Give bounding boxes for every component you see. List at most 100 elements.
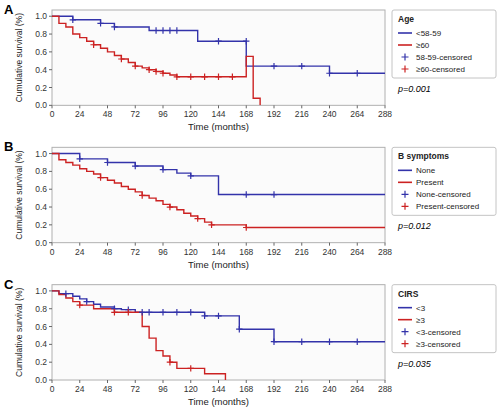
panel: 0244872961201441681922162402642880.00.20… xyxy=(4,2,496,132)
x-tick-label: 24 xyxy=(75,109,85,119)
censor-mark xyxy=(146,309,152,315)
legend: CIRS<3≥3<3-censored≥3-censored xyxy=(392,285,496,353)
x-tick xyxy=(385,380,386,383)
legend-label: <3-censored xyxy=(416,328,461,337)
y-tick xyxy=(49,362,52,363)
censor-mark xyxy=(167,359,173,365)
censor-mark xyxy=(174,309,180,315)
x-tick-label: 192 xyxy=(267,109,281,119)
censor-mark xyxy=(194,215,200,221)
censor-mark xyxy=(188,173,194,179)
y-tick xyxy=(49,34,52,35)
y-tick-label: 0.0 xyxy=(35,100,47,110)
y-tick-label: 0.2 xyxy=(35,357,47,367)
censor-mark xyxy=(167,27,173,33)
y-tick xyxy=(49,69,52,70)
censor-mark xyxy=(90,42,96,48)
censor-mark xyxy=(271,191,277,197)
x-tick-label: 192 xyxy=(267,384,281,394)
x-tick xyxy=(79,243,80,246)
survival-curve xyxy=(52,291,385,342)
legend-box xyxy=(392,147,496,215)
x-tick xyxy=(357,380,358,383)
y-tick xyxy=(49,308,52,309)
x-axis-label: Time (months) xyxy=(188,396,249,407)
legend-label: ≥60-censored xyxy=(416,65,465,74)
x-tick xyxy=(135,243,136,246)
censor-mark xyxy=(299,63,305,69)
x-tick-label: 48 xyxy=(103,247,113,257)
x-tick-label: 240 xyxy=(322,384,336,394)
x-tick-label: 0 xyxy=(50,384,55,394)
x-tick-label: 264 xyxy=(350,384,364,394)
x-tick xyxy=(301,380,302,383)
legend-swatch xyxy=(398,32,412,34)
x-tick-label: 216 xyxy=(295,384,309,394)
x-tick xyxy=(218,105,219,108)
x-tick-label: 96 xyxy=(158,384,168,394)
x-tick xyxy=(357,243,358,246)
survival-curve xyxy=(52,154,385,228)
censor-mark xyxy=(208,222,214,228)
x-tick-label: 192 xyxy=(267,247,281,257)
y-tick xyxy=(49,87,52,88)
x-tick xyxy=(107,105,108,108)
y-tick-label: 1.0 xyxy=(35,11,47,21)
p-value: p=0.001 xyxy=(397,84,431,94)
y-tick xyxy=(49,344,52,345)
x-tick-label: 264 xyxy=(350,247,364,257)
x-tick xyxy=(218,243,219,246)
censor-mark xyxy=(111,24,117,30)
marks xyxy=(52,154,385,231)
plot-area xyxy=(52,10,385,105)
censor-mark xyxy=(271,338,277,344)
censor-mark xyxy=(188,309,194,315)
censor-mark xyxy=(229,74,235,80)
x-tick xyxy=(79,380,80,383)
censor-mark xyxy=(243,191,249,197)
censor-mark xyxy=(132,163,138,169)
y-tick xyxy=(49,326,52,327)
x-tick xyxy=(385,243,386,246)
y-tick-label: 0.4 xyxy=(35,202,47,212)
y-tick-label: 0.6 xyxy=(35,322,47,332)
censor-mark xyxy=(125,309,131,315)
y-tick xyxy=(49,153,52,154)
legend-title: CIRS xyxy=(398,289,419,299)
x-tick-label: 288 xyxy=(378,384,392,394)
x-tick xyxy=(79,105,80,108)
legend-box xyxy=(392,10,496,78)
survival-curve xyxy=(52,154,385,195)
x-tick-label: 120 xyxy=(184,384,198,394)
x-tick-label: 72 xyxy=(131,384,141,394)
y-tick-label: 1.0 xyxy=(35,286,47,296)
legend-box xyxy=(392,285,496,353)
x-tick-label: 240 xyxy=(322,109,336,119)
censor-mark xyxy=(63,290,69,296)
y-tick xyxy=(49,16,52,17)
x-tick xyxy=(107,380,108,383)
y-tick xyxy=(49,290,52,291)
y-axis-label: Cumulative survival (%) xyxy=(14,288,24,377)
x-tick xyxy=(163,380,164,383)
legend-label: Present xyxy=(416,178,444,187)
y-tick-label: 0.0 xyxy=(35,375,47,385)
x-tick xyxy=(274,105,275,108)
censor-mark xyxy=(326,70,332,76)
x-tick xyxy=(218,380,219,383)
panel-title: A xyxy=(4,2,14,17)
x-tick xyxy=(246,380,247,383)
y-tick xyxy=(49,51,52,52)
x-tick xyxy=(301,105,302,108)
legend-swatch xyxy=(398,44,412,46)
censor-mark xyxy=(139,309,145,315)
legend-label: None-censored xyxy=(416,190,471,199)
censor-mark xyxy=(215,74,221,80)
censor-mark xyxy=(174,74,180,80)
x-tick-label: 264 xyxy=(350,109,364,119)
censor-mark xyxy=(354,70,360,76)
x-tick xyxy=(163,105,164,108)
legend-swatch xyxy=(398,307,412,309)
censor-mark xyxy=(326,338,332,344)
marks xyxy=(52,16,385,105)
